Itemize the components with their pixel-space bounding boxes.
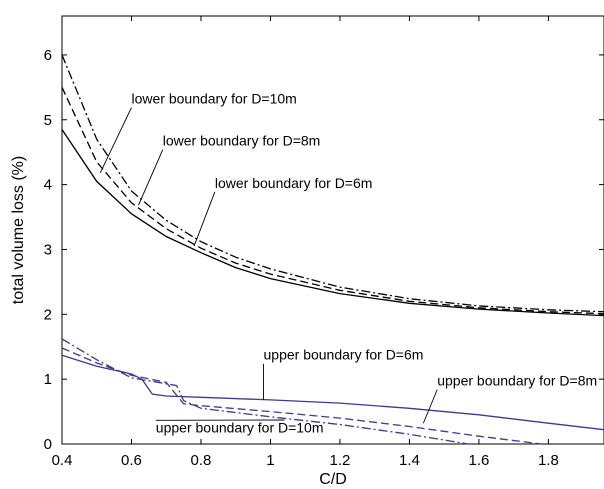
y-tick-label: 6 bbox=[44, 47, 52, 64]
y-tick-label: 5 bbox=[44, 112, 52, 129]
series-line-5 bbox=[61, 347, 542, 445]
x-tick-label: 0.6 bbox=[121, 452, 142, 469]
annotation-label-2: lower boundary for D=8m bbox=[163, 133, 321, 149]
annotation-leader bbox=[422, 389, 438, 424]
annotations: lower boundary for D=10m lower boundary f… bbox=[99, 91, 597, 435]
series-line-3 bbox=[61, 54, 604, 313]
annotation-label-4: upper boundary for D=6m bbox=[264, 347, 424, 363]
x-tick-label: 1.6 bbox=[468, 452, 489, 469]
plot-frame bbox=[61, 15, 604, 445]
y-tick-label: 4 bbox=[44, 177, 52, 194]
annotation-leader bbox=[193, 191, 216, 247]
x-tick-label: 1.8 bbox=[538, 452, 559, 469]
series-line-4 bbox=[61, 354, 604, 431]
annotation-label-3: lower boundary for D=6m bbox=[215, 175, 373, 191]
y-tick-label: 0 bbox=[44, 436, 52, 453]
y-tick-label: 1 bbox=[44, 371, 52, 388]
y-tick-label: 3 bbox=[44, 241, 52, 258]
tick-labels: 0.4 0.6 0.8 1 1.2 1.4 1.6 1.8 0 1 2 3 4 5 6 bbox=[44, 47, 559, 469]
x-tick-label: 0.8 bbox=[191, 452, 212, 469]
annotation-leader bbox=[138, 149, 164, 206]
y-axis-label: total volume loss (%) bbox=[10, 156, 27, 305]
x-tick-label: 1.4 bbox=[399, 452, 420, 469]
series-line-2 bbox=[61, 87, 604, 315]
x-tick-label: 1.2 bbox=[330, 452, 351, 469]
x-tick-label: 0.4 bbox=[52, 452, 73, 469]
x-tick-label: 1 bbox=[266, 452, 274, 469]
axis-ticks bbox=[61, 16, 604, 445]
annotation-label-6: upper boundary for D=10m bbox=[156, 419, 324, 435]
series-line-6 bbox=[61, 338, 469, 445]
y-tick-label: 2 bbox=[44, 306, 52, 323]
annotation-label-1: lower boundary for D=10m bbox=[131, 91, 296, 107]
annotation-leader bbox=[99, 107, 132, 174]
x-axis-label: C/D bbox=[319, 471, 347, 488]
annotation-label-5: upper boundary for D=8m bbox=[437, 373, 597, 389]
series-line-1 bbox=[61, 129, 604, 317]
series-layer bbox=[61, 54, 604, 445]
